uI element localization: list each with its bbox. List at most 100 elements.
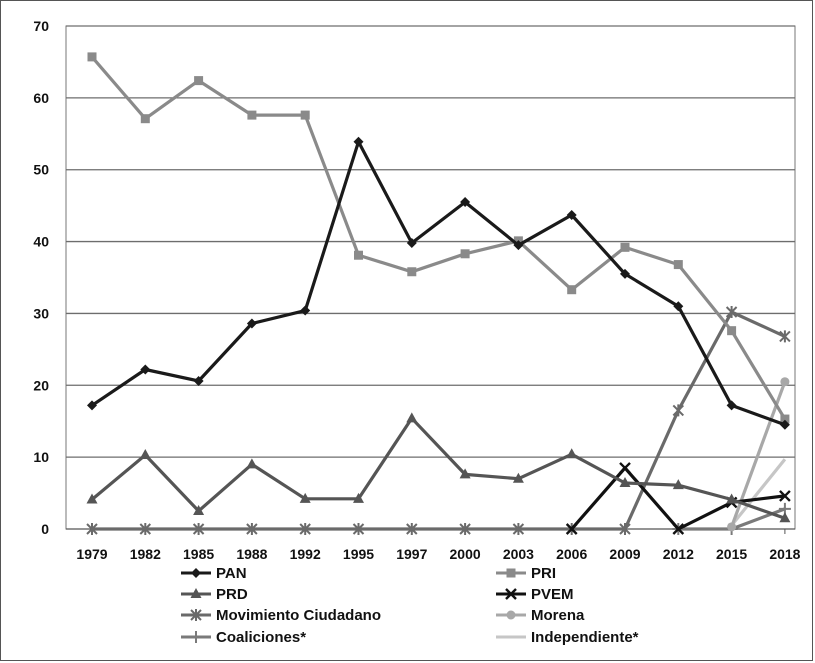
data-point-pvem <box>672 523 685 535</box>
legend-item-movimiento-ciudadano: Movimiento Ciudadano <box>181 607 381 624</box>
x-tick-label: 1992 <box>290 546 321 562</box>
legend-marker-prd <box>190 588 202 598</box>
legend-label-pan: PAN <box>216 565 247 582</box>
data-point-pan <box>193 375 204 386</box>
data-point-prd <box>619 477 631 488</box>
legend-label-movimiento-ciudadano: Movimiento Ciudadano <box>216 607 381 624</box>
data-point-prd <box>406 412 418 423</box>
y-tick-label: 0 <box>41 521 49 537</box>
legend-item-independiente: Independiente* <box>496 629 639 646</box>
data-point-prd <box>459 468 471 479</box>
data-point-movimiento-ciudadano <box>246 523 258 535</box>
data-point-prd <box>672 479 684 490</box>
y-tick-label: 50 <box>33 162 49 178</box>
series-pan <box>87 136 790 430</box>
y-tick-label: 60 <box>33 90 49 106</box>
legend-marker-coaliciones <box>190 631 202 643</box>
data-point-movimiento-ciudadano <box>139 523 152 535</box>
x-tick-label: 1979 <box>76 546 107 562</box>
x-tick-label: 1988 <box>236 546 267 562</box>
x-tick-label: 1985 <box>183 546 214 562</box>
data-point-prd <box>726 493 738 504</box>
data-point-pri <box>247 110 257 120</box>
legend-label-pri: PRI <box>531 565 556 582</box>
legend-item-pri: PRI <box>496 565 556 582</box>
x-tick-label: 2009 <box>609 546 640 562</box>
data-point-pan <box>87 400 97 411</box>
data-point-prd <box>139 448 151 459</box>
data-point-pan <box>566 209 577 220</box>
data-point-movimiento-ciudadano <box>672 404 685 417</box>
data-point-prd <box>512 472 524 483</box>
x-tick-label: 1982 <box>130 546 161 562</box>
data-point-movimiento-ciudadano <box>192 523 205 535</box>
series-pri <box>87 52 790 424</box>
legend-label-coaliciones: Coaliciones* <box>216 629 306 646</box>
series-line-pri <box>90 55 787 420</box>
data-point-prd <box>246 458 258 469</box>
legend-label-prd: PRD <box>216 586 248 603</box>
legend-label-morena: Morena <box>531 607 585 624</box>
data-point-pri <box>87 52 97 62</box>
legend-item-pvem: PVEM <box>496 586 574 603</box>
data-point-pvem <box>779 490 791 502</box>
data-point-prd <box>353 492 364 503</box>
x-tick-label: 2006 <box>556 546 587 562</box>
x-tick-label: 1995 <box>343 546 374 562</box>
legend-marker-pri <box>506 568 516 578</box>
data-point-pvem <box>565 523 578 535</box>
data-point-pan <box>620 268 630 279</box>
data-point-movimiento-ciudadano <box>299 523 311 535</box>
data-point-pri <box>300 110 310 120</box>
data-point-pan <box>140 364 151 375</box>
data-point-pri <box>780 414 790 424</box>
data-point-pan <box>460 197 471 208</box>
data-point-prd <box>779 512 791 523</box>
data-point-pan <box>726 400 737 411</box>
y-tick-label: 20 <box>33 377 49 393</box>
legend-label-pvem: PVEM <box>531 586 574 603</box>
series-line-movimiento-ciudadano <box>92 310 786 531</box>
series-line-prd <box>90 416 786 520</box>
series-line-pan <box>91 140 786 427</box>
data-point-pan <box>406 238 417 249</box>
y-tick-label: 30 <box>33 305 49 321</box>
x-tick-label: 2000 <box>450 546 481 562</box>
legend-item-morena: Morena <box>496 607 585 624</box>
legend-marker-movimiento-ciudadano <box>190 609 202 621</box>
x-tick-label: 2018 <box>769 546 800 562</box>
data-point-pan <box>779 419 790 430</box>
data-point-pan <box>673 301 684 312</box>
series-movimiento-ciudadano <box>86 305 791 535</box>
data-point-movimiento-ciudadano <box>779 330 791 343</box>
legend-item-prd: PRD <box>181 586 248 603</box>
x-tick-label: 1997 <box>396 546 427 562</box>
data-point-pri <box>407 267 417 277</box>
data-point-pri <box>567 285 577 295</box>
data-point-prd <box>299 492 311 503</box>
legend-item-coaliciones: Coaliciones* <box>181 629 306 646</box>
series-independiente <box>730 458 787 527</box>
legend-label-independiente: Independiente* <box>531 629 639 646</box>
data-point-pan <box>246 318 257 329</box>
data-point-pri <box>354 250 363 260</box>
data-point-prd <box>86 493 98 504</box>
data-point-prd <box>193 505 205 516</box>
x-tick-label: 2003 <box>503 546 534 562</box>
data-point-movimiento-ciudadano <box>512 523 525 535</box>
data-point-pri <box>620 242 630 252</box>
y-tick-label: 40 <box>33 234 49 250</box>
series-line-independiente <box>730 458 787 527</box>
data-point-movimiento-ciudadano <box>352 523 365 535</box>
data-point-movimiento-ciudadano <box>406 523 418 535</box>
data-point-pan <box>513 240 524 251</box>
x-tick-label: 2012 <box>663 546 694 562</box>
data-point-pan <box>300 305 311 316</box>
legend-marker-pan <box>191 568 201 578</box>
data-point-morena <box>780 377 790 387</box>
series-pvem <box>565 462 791 535</box>
data-point-movimiento-ciudadano <box>619 523 631 535</box>
data-point-movimiento-ciudadano <box>86 523 98 535</box>
